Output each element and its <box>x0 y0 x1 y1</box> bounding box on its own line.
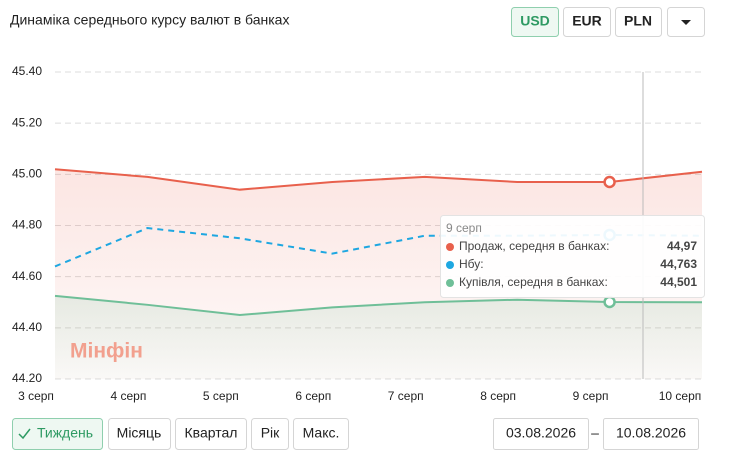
currency-label[interactable]: EUR <box>572 13 602 29</box>
currency-button[interactable] <box>563 7 611 37</box>
x-tick-label: 3 серп <box>18 389 54 403</box>
tooltip-date: 9 серп <box>446 221 482 235</box>
legend-dot <box>446 279 454 287</box>
y-tick-label: 44.80 <box>12 218 42 232</box>
date-separator: – <box>591 425 599 441</box>
point-marker <box>603 295 616 309</box>
period-button[interactable] <box>293 418 349 450</box>
period-button[interactable] <box>108 418 171 450</box>
period-label[interactable]: Місяць <box>117 425 162 441</box>
watermark: Мінфін <box>70 340 143 363</box>
legend-label: Нбу: <box>459 257 484 271</box>
value-label: 44,763 <box>660 257 697 271</box>
legend-label: Продаж, середня в банках: <box>459 239 609 253</box>
value-label: 44,501 <box>660 275 697 289</box>
series-line <box>54 294 703 317</box>
y-tick-label: 45.00 <box>12 167 42 181</box>
date-input[interactable] <box>603 418 699 450</box>
x-tick-label: 8 серп <box>480 389 516 403</box>
period-button[interactable] <box>175 418 247 450</box>
currency-label[interactable]: PLN <box>624 13 652 29</box>
x-tick-label: 10 серп <box>659 389 702 403</box>
period-button[interactable] <box>251 418 289 450</box>
x-tick-label: 4 серп <box>110 389 146 403</box>
tooltip <box>440 215 705 298</box>
x-tick-label: 7 серп <box>388 389 424 403</box>
period-label[interactable]: Тиждень <box>37 425 93 441</box>
date-to[interactable]: 10.08.2026 <box>616 425 686 441</box>
currency-button[interactable] <box>511 7 559 37</box>
y-tick-label: 44.40 <box>12 320 42 334</box>
legend-dot <box>446 261 454 269</box>
value-label: 44,97 <box>667 239 697 253</box>
x-tick-label: 6 серп <box>295 389 331 403</box>
plot-area: 44.20 44.40 44.60 44.80 45.00 45.20 45.40 Мінфі… <box>12 64 705 403</box>
y-tick-label: 45.40 <box>12 64 42 78</box>
period-label[interactable]: Макс. <box>303 425 340 441</box>
date-from[interactable]: 03.08.2026 <box>506 425 576 441</box>
currency-button[interactable] <box>615 7 662 37</box>
legend-label: Купівля, середня в банках: <box>459 275 608 289</box>
series-line <box>54 168 703 191</box>
period-label[interactable]: Квартал <box>185 425 238 441</box>
point-marker <box>603 175 616 189</box>
legend-dot <box>446 243 454 251</box>
period-button[interactable] <box>12 418 103 450</box>
y-tick-label: 44.20 <box>12 371 42 385</box>
y-tick-label: 45.20 <box>12 115 42 129</box>
x-tick-label: 9 серп <box>573 389 609 403</box>
y-tick-label: 44.60 <box>12 269 42 283</box>
check-icon <box>18 428 31 440</box>
x-tick-label: 5 серп <box>203 389 239 403</box>
area <box>55 295 702 379</box>
date-input[interactable] <box>493 418 589 450</box>
chart-title: Динаміка середнього курсу валют в банках <box>10 12 289 28</box>
caret-icon <box>681 20 691 25</box>
currency-label[interactable]: USD <box>520 13 550 29</box>
period-label[interactable]: Рік <box>261 425 280 441</box>
